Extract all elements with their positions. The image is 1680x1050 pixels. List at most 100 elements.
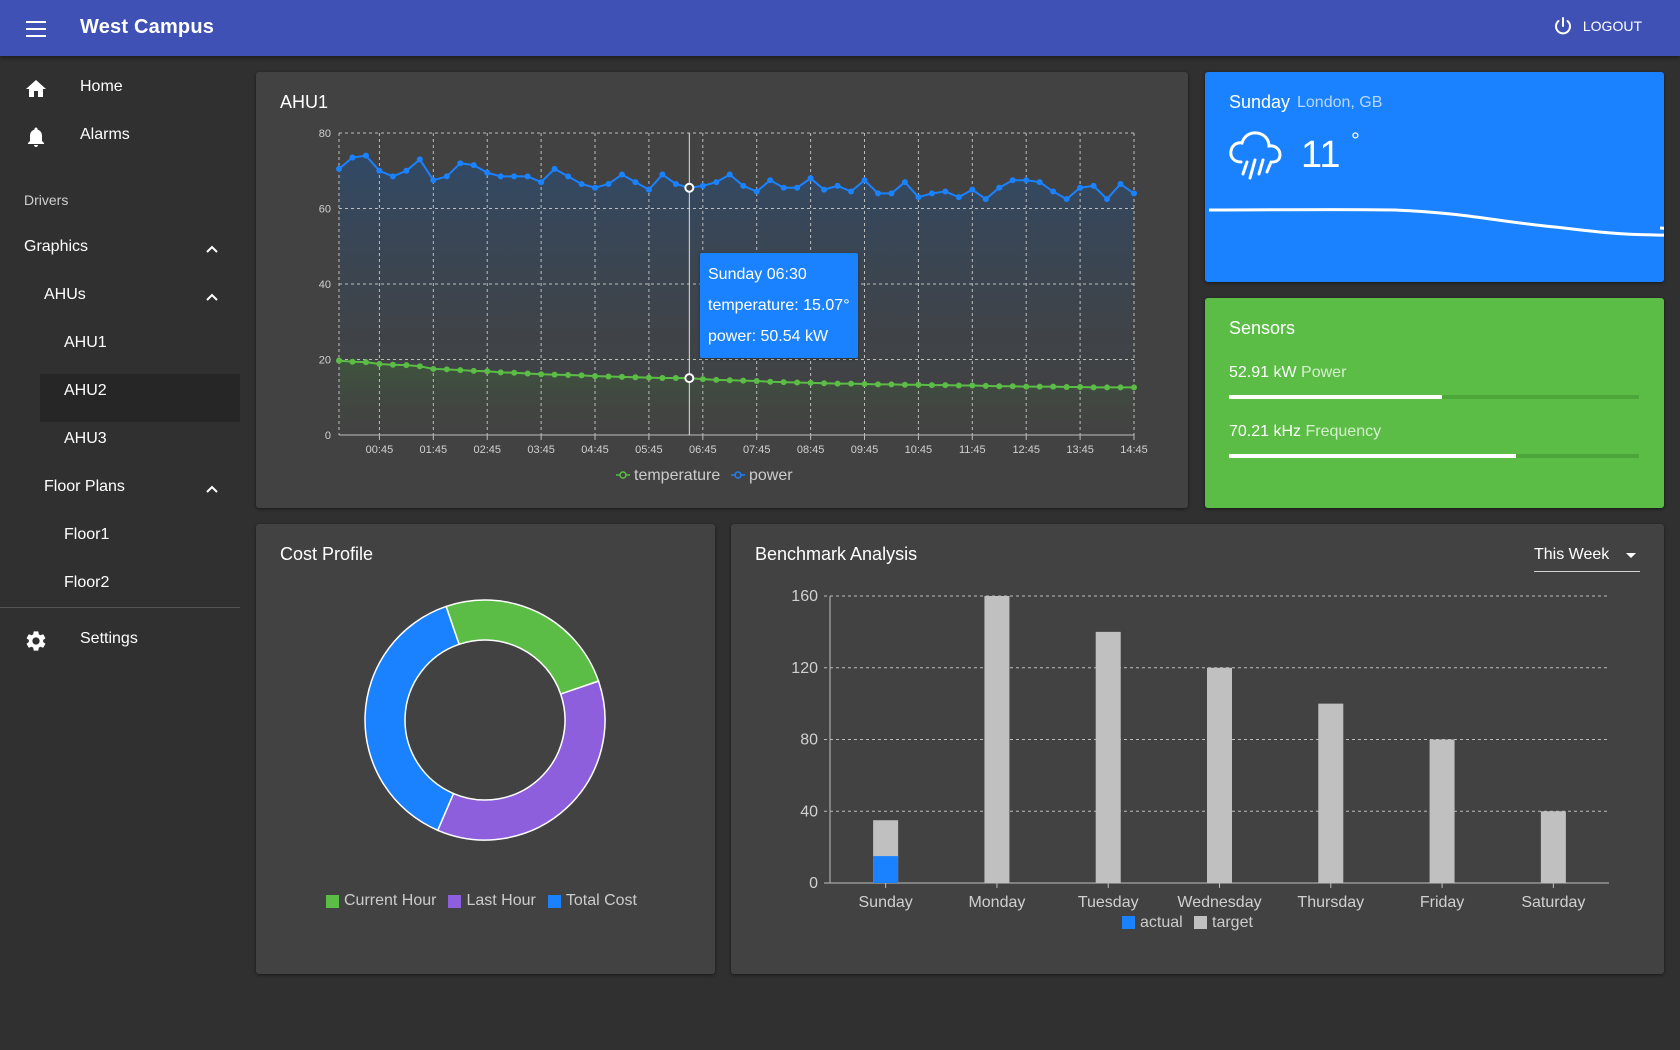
range-select[interactable]: This Week	[1534, 542, 1640, 572]
power-point	[848, 188, 855, 195]
legend-swatch-dot	[619, 471, 627, 479]
power-point	[1036, 179, 1043, 186]
power-point	[874, 190, 881, 197]
x-tick-label: 14:45	[1120, 444, 1148, 456]
power-point	[699, 182, 706, 189]
temperature-point	[1050, 383, 1057, 390]
temperature-point	[834, 380, 841, 387]
cost-legend: Current Hour Last Hour Total Cost	[326, 892, 649, 910]
temperature-point	[1023, 383, 1030, 390]
sidebar-item-label: Alarms	[80, 126, 130, 143]
power-point	[632, 179, 639, 186]
sidebar-group-floor-plans[interactable]: Floor Plans	[44, 478, 125, 496]
sidebar-group-graphics[interactable]: Graphics	[24, 238, 88, 256]
power-point	[834, 182, 841, 189]
sidebar-item-ahu3[interactable]: AHU3	[64, 430, 107, 447]
temperature-point	[457, 367, 464, 374]
line-chart-legend: temperature power	[616, 467, 793, 484]
sidebar-item-ahu2[interactable]: AHU2	[64, 382, 107, 399]
x-tick-label: 00:45	[366, 444, 394, 456]
temperature-point	[726, 377, 733, 384]
y-tick-label: 20	[319, 355, 331, 367]
benchmark-bar-chart[interactable]: 0 40 80 120 160 Sunday Monday Tuesday Wednesday T…	[731, 524, 1664, 974]
legend-label: Current Hour	[344, 892, 437, 909]
logout-button[interactable]: LOGOUT	[1553, 16, 1642, 36]
sidebar-group-ahus[interactable]: AHUs	[44, 286, 86, 304]
temperature-point	[592, 373, 599, 380]
menu-icon[interactable]	[24, 18, 48, 38]
power-point	[794, 184, 801, 191]
x-tick-label: 11:45	[959, 444, 986, 456]
power-point	[484, 169, 491, 176]
chevron-up-icon[interactable]	[205, 482, 219, 496]
power-point	[605, 180, 612, 187]
power-point	[416, 156, 423, 163]
power-point	[1077, 184, 1084, 191]
sidebar-item-alarms[interactable]: Alarms	[0, 112, 240, 160]
temperature-point	[942, 382, 949, 389]
temperature-point	[443, 366, 450, 373]
y-tick-label: 40	[800, 803, 818, 820]
temperature-point	[336, 357, 342, 364]
y-tick-label: 0	[809, 875, 818, 892]
temperature-point	[753, 378, 760, 385]
bar-actual	[873, 856, 899, 883]
power-point	[618, 171, 625, 178]
temperature-point	[618, 373, 625, 380]
x-tick-label: 03:45	[527, 444, 555, 456]
power-point	[592, 184, 599, 191]
power-point	[1104, 196, 1111, 203]
power-point	[821, 186, 828, 193]
sidebar-item-floor2[interactable]: Floor2	[64, 574, 110, 591]
weather-trend-line	[1208, 208, 1664, 237]
temperature-point	[1009, 383, 1016, 390]
power-point	[470, 162, 477, 169]
chevron-up-icon[interactable]	[205, 242, 219, 256]
power-point	[713, 179, 720, 186]
sidebar-item-label: Floor Plans	[44, 478, 125, 495]
weather-degree: °	[1351, 128, 1360, 153]
sidebar-item-settings[interactable]: Settings	[0, 616, 240, 664]
power-point	[1117, 180, 1124, 187]
weather-temperature: 11	[1301, 134, 1341, 176]
x-tick-label: 02:45	[473, 444, 501, 456]
cost-donut-chart[interactable]	[256, 524, 715, 924]
x-tick-label: 05:45	[635, 444, 663, 456]
power-point	[1009, 177, 1016, 184]
temperature-point	[430, 365, 437, 372]
temperature-point	[1117, 384, 1124, 391]
bar-target	[984, 596, 1010, 883]
sidebar-item-home[interactable]: Home	[0, 64, 240, 112]
legend-item[interactable]: Last Hour	[448, 892, 536, 910]
sensor-power-bar-fill	[1229, 395, 1443, 399]
temperature-point	[1036, 383, 1043, 390]
chevron-up-icon[interactable]	[205, 290, 219, 304]
power-point	[578, 180, 585, 187]
weather-day: Sunday	[1229, 92, 1291, 112]
x-tick-label: Saturday	[1521, 894, 1585, 911]
sidebar-item-ahu1[interactable]: AHU1	[64, 334, 107, 351]
legend-item[interactable]: Current Hour	[326, 892, 436, 910]
legend-item[interactable]: Total Cost	[547, 892, 637, 910]
range-select-value: This Week	[1534, 546, 1610, 563]
tooltip-time: Sunday 06:30	[708, 266, 807, 283]
weather-location: London, GB	[1297, 94, 1383, 111]
temperature-point	[578, 372, 585, 379]
temperature-point	[1090, 384, 1097, 391]
temperature-point	[699, 376, 706, 383]
power-point	[969, 186, 976, 193]
sidebar-item-label: Settings	[80, 630, 138, 647]
temperature-point	[1104, 384, 1111, 391]
sidebar-item-floor1[interactable]: Floor1	[64, 526, 110, 543]
legend-swatch	[1122, 916, 1135, 929]
power-point	[807, 175, 814, 182]
donut-slice-current-hour	[445, 599, 600, 696]
x-tick-label: 08:45	[797, 444, 825, 456]
y-tick-label: 80	[319, 128, 331, 140]
ahu-chart-card: AHU1 0 20 40 60 80 00:45 01:45 02:45 03:45 04:45 0…	[256, 72, 1188, 508]
temperature-point	[955, 382, 962, 389]
temperature-point	[807, 379, 814, 386]
legend-swatch	[547, 894, 561, 908]
sensor-power: 52.91 kW Power	[1229, 364, 1346, 382]
power-point	[645, 186, 652, 193]
